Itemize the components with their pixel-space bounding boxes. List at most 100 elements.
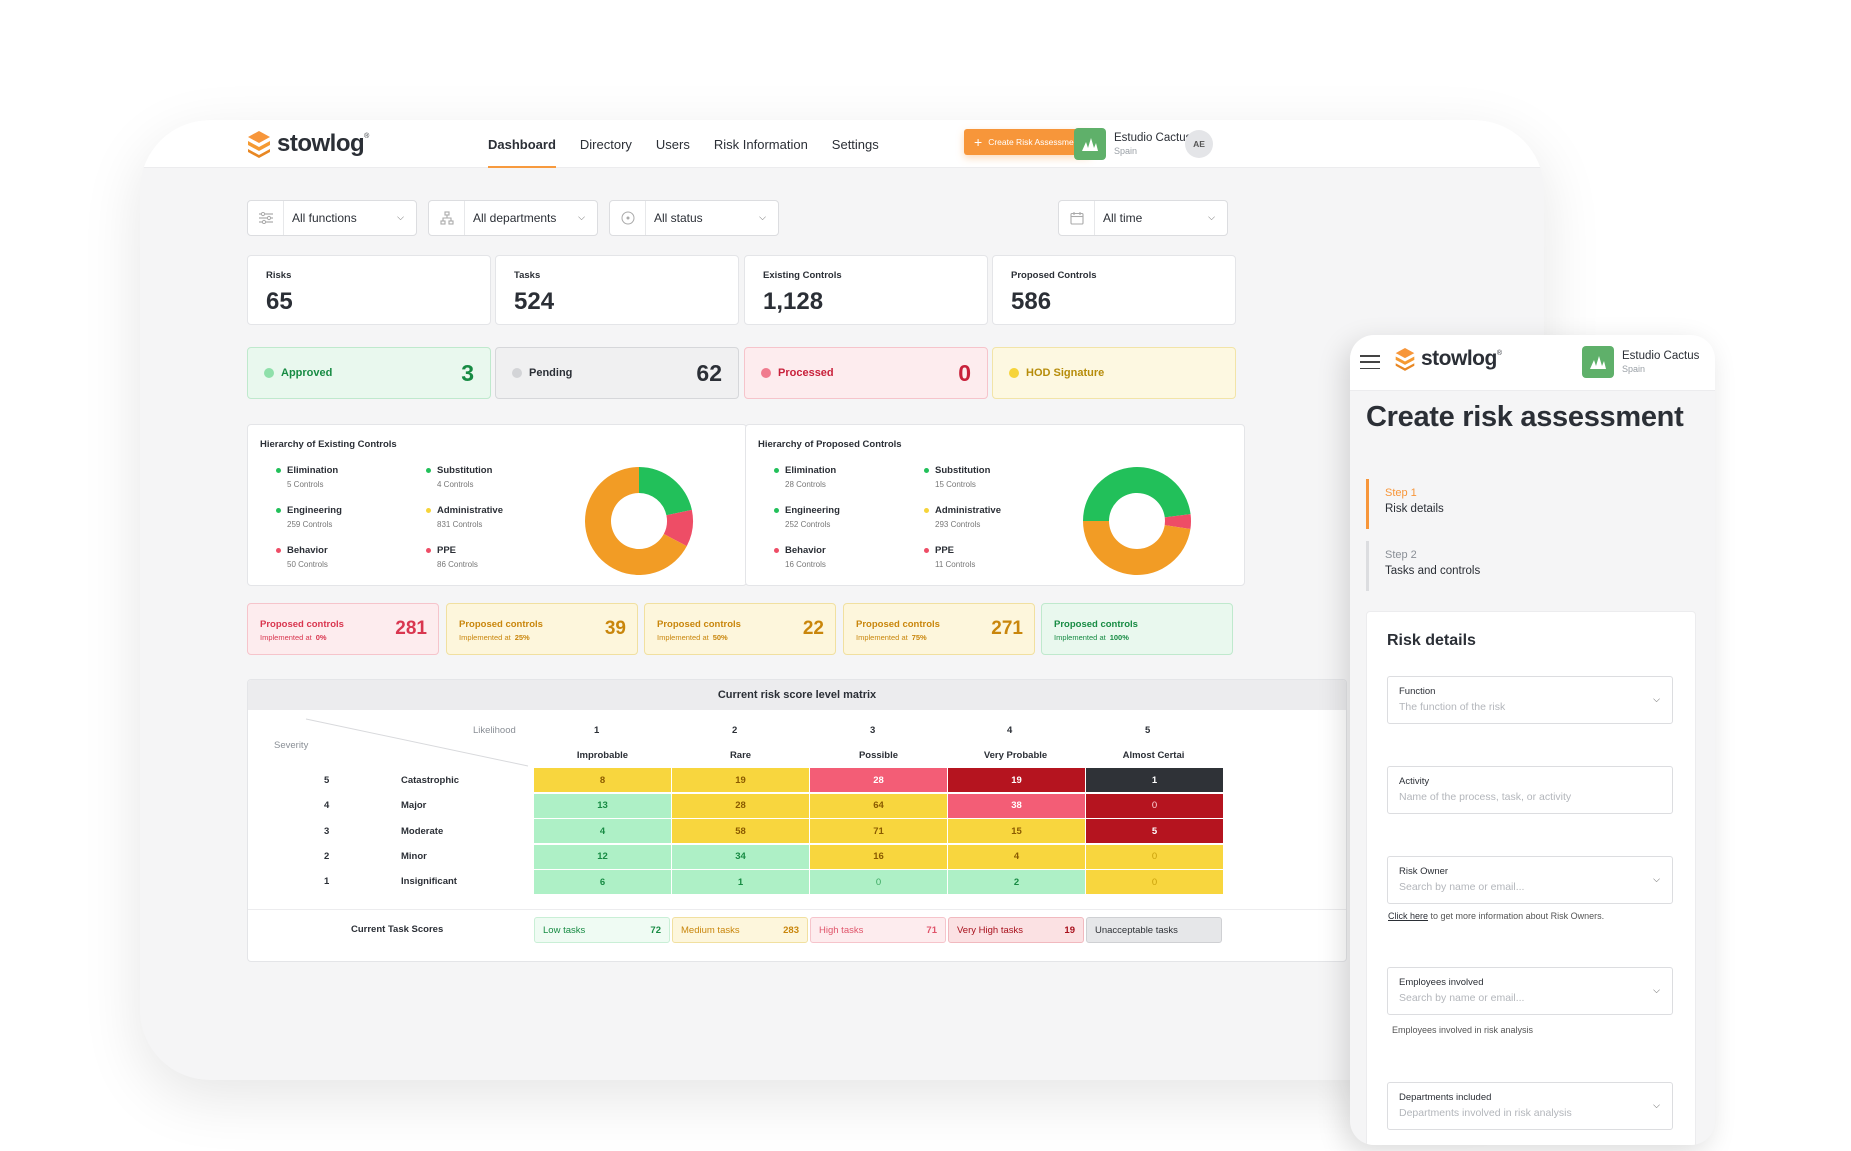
matrix-cell[interactable]: 71	[810, 819, 947, 843]
hamburger-menu-icon[interactable]	[1360, 355, 1380, 369]
matrix-cell[interactable]: 6	[534, 870, 671, 894]
matrix-cell[interactable]: 34	[672, 844, 809, 869]
risk-owner-info-link[interactable]: Click here	[1388, 911, 1429, 921]
step-number: Step 2	[1385, 549, 1417, 561]
matrix-cell[interactable]: 19	[948, 768, 1085, 792]
stat-card-tasks[interactable]: Tasks 524	[495, 255, 739, 325]
matrix-cell[interactable]: 0	[1086, 870, 1223, 894]
hierarchy-title: Hierarchy of Existing Controls	[260, 439, 397, 450]
donut-slice-red-group[interactable]	[663, 509, 693, 547]
donut-slice-red-group[interactable]	[1164, 514, 1191, 529]
chevron-down-icon: ⌵	[1653, 694, 1660, 704]
stat-card-risks[interactable]: Risks 65	[247, 255, 491, 325]
hierarchy-item-engineering: Engineering 259 Controls	[276, 505, 342, 529]
step-name: Risk details	[1385, 503, 1444, 515]
matrix-cell[interactable]: 1	[1086, 768, 1223, 792]
score-very-high-tasks[interactable]: Very High tasks 19	[948, 917, 1084, 943]
step-1-risk-details[interactable]: Step 1 Risk details	[1366, 479, 1586, 529]
donut-slice-green-group[interactable]	[639, 467, 692, 516]
nav-settings[interactable]: Settings	[831, 136, 879, 152]
matrix-cell[interactable]: 5	[1086, 819, 1223, 843]
severity-name: Catastrophic	[401, 775, 460, 786]
likelihood-name: Rare	[729, 750, 752, 761]
create-risk-assessment-button[interactable]: + Create Risk Assessment	[964, 129, 1091, 155]
stat-card-proposed-controls[interactable]: Proposed Controls 586	[992, 255, 1236, 325]
proposed-card-25pct[interactable]: Proposed controls Implemented at 25% 39	[446, 603, 638, 655]
matrix-cell[interactable]: 1	[672, 870, 809, 894]
step-2-tasks-and-controls[interactable]: Step 2 Tasks and controls	[1366, 541, 1586, 591]
org-country: Spain	[1114, 146, 1138, 156]
nav-risk-information[interactable]: Risk Information	[713, 136, 808, 152]
likelihood-number: 5	[1145, 725, 1151, 736]
matrix-cell[interactable]: 12	[534, 844, 671, 869]
status-card-pending[interactable]: Pending 62	[495, 347, 739, 399]
filter-functions-value: All functions	[292, 211, 357, 225]
field-placeholder: The function of the risk	[1399, 701, 1506, 713]
matrix-cell[interactable]: 38	[948, 793, 1085, 818]
matrix-diagonal-divider	[305, 718, 529, 767]
status-card-approved[interactable]: Approved 3	[247, 347, 491, 399]
score-high-tasks[interactable]: High tasks 71	[810, 917, 946, 943]
nav-dashboard[interactable]: Dashboard	[488, 120, 556, 168]
nav-users[interactable]: Users	[655, 136, 690, 152]
stowlog-logo[interactable]: stowlog®	[1394, 347, 1502, 371]
nav-directory[interactable]: Directory	[579, 136, 632, 152]
matrix-cell[interactable]: 2	[948, 870, 1085, 894]
score-low-tasks[interactable]: Low tasks 72	[534, 917, 670, 943]
stat-card-existing-controls[interactable]: Existing Controls 1,128	[744, 255, 988, 325]
mobile-header: stowlog® Estudio Cactus Spain	[1350, 335, 1715, 391]
matrix-cell[interactable]: 64	[810, 793, 947, 818]
donut-slice-orange-group[interactable]	[1083, 521, 1191, 575]
org-switcher[interactable]: Estudio Cactus Spain	[1582, 346, 1699, 378]
plus-icon: +	[974, 134, 983, 150]
field-label: Function	[1399, 686, 1436, 697]
stat-value: 1,128	[763, 288, 824, 315]
matrix-cell[interactable]: 0	[810, 870, 947, 894]
filter-departments[interactable]: All departments ⌵	[428, 200, 598, 236]
severity-name: Insignificant	[401, 876, 457, 887]
stowlog-logo-icon	[1395, 348, 1415, 371]
hierarchy-item-elimination: Elimination 28 Controls	[774, 465, 836, 489]
field-label: Risk Owner	[1399, 866, 1449, 877]
matrix-cell[interactable]: 15	[948, 819, 1085, 843]
field-label: Departments included	[1399, 1092, 1492, 1103]
hierarchy-item-ppe: PPE 11 Controls	[924, 545, 975, 569]
status-card-hod-signature[interactable]: HOD Signature	[992, 347, 1236, 399]
status-card-processed[interactable]: Processed 0	[744, 347, 988, 399]
activity-input[interactable]: Activity Name of the process, task, or a…	[1387, 766, 1673, 814]
stat-label: Tasks	[514, 270, 541, 281]
matrix-cell[interactable]: 19	[672, 768, 809, 792]
risk-owner-select[interactable]: Risk Owner Search by name or email... ⌵	[1387, 856, 1673, 904]
proposed-card-100pct[interactable]: Proposed controls Implemented at 100%	[1041, 603, 1233, 655]
donut-slice-green-group[interactable]	[1083, 467, 1191, 521]
employees-involved-select[interactable]: Employees involved Search by name or ema…	[1387, 967, 1673, 1015]
proposed-card-75pct[interactable]: Proposed controls Implemented at 75% 271	[843, 603, 1035, 655]
score-unacceptable-tasks[interactable]: Unacceptable tasks	[1086, 917, 1222, 943]
matrix-cell[interactable]: 4	[948, 844, 1085, 869]
chevron-down-icon: ⌵	[1653, 1100, 1660, 1110]
matrix-cell[interactable]: 28	[672, 793, 809, 818]
proposed-card-0pct[interactable]: Proposed controls Implemented at 0% 281	[247, 603, 439, 655]
matrix-cell[interactable]: 13	[534, 793, 671, 818]
proposed-card-value: 281	[395, 618, 427, 639]
proposed-card-50pct[interactable]: Proposed controls Implemented at 50% 22	[644, 603, 836, 655]
filter-functions[interactable]: All functions ⌵	[247, 200, 417, 236]
donut-slice-orange-group[interactable]	[585, 467, 687, 575]
field-placeholder: Search by name or email...	[1399, 881, 1525, 893]
filter-status[interactable]: All status ⌵	[609, 200, 779, 236]
filter-time[interactable]: All time ⌵	[1058, 200, 1228, 236]
matrix-cell[interactable]: 0	[1086, 793, 1223, 818]
org-switcher[interactable]: Estudio Cactus Spain	[1074, 128, 1191, 160]
matrix-cell[interactable]: 28	[810, 768, 947, 792]
matrix-cell[interactable]: 4	[534, 819, 671, 843]
stowlog-logo[interactable]: stowlog®	[246, 130, 369, 158]
score-medium-tasks[interactable]: Medium tasks 283	[672, 917, 808, 943]
departments-included-select[interactable]: Departments included Departments involve…	[1387, 1082, 1673, 1130]
function-select[interactable]: Function The function of the risk ⌵	[1387, 676, 1673, 724]
matrix-cell[interactable]: 16	[810, 844, 947, 869]
matrix-cell[interactable]: 0	[1086, 844, 1223, 869]
matrix-cell[interactable]: 8	[534, 768, 671, 792]
matrix-cell[interactable]: 58	[672, 819, 809, 843]
severity-number: 3	[324, 826, 330, 837]
user-avatar[interactable]: AE	[1185, 130, 1213, 158]
